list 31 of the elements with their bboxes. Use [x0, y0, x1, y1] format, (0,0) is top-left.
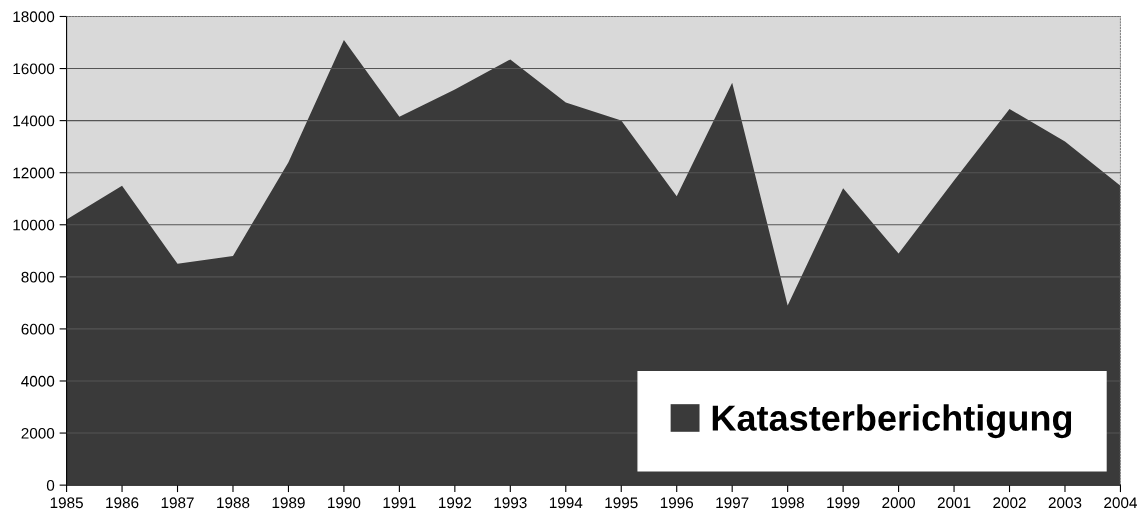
y-tick-label: 10000 — [13, 219, 55, 231]
y-tick-label: 0 — [46, 480, 55, 491]
y-tick-label: 8000 — [21, 271, 55, 283]
x-tick-label: 2003 — [1048, 497, 1082, 509]
y-tick-label: 6000 — [21, 323, 55, 335]
x-tick-label: 1995 — [605, 497, 638, 509]
y-tick-label: 14000 — [13, 115, 55, 127]
x-tick-label: 1985 — [50, 497, 83, 509]
x-tick-label: 2002 — [993, 497, 1026, 509]
x-tick-label: 1994 — [549, 497, 583, 509]
legend-label: Katasterberichtigung — [712, 404, 1072, 439]
y-tick-label: 2000 — [21, 427, 55, 439]
x-tick-label: 2004 — [1104, 497, 1137, 509]
x-tick-label: 1996 — [660, 497, 694, 509]
x-tick-label: 1989 — [272, 497, 305, 509]
x-tick-label: 1992 — [439, 497, 472, 509]
x-tick-label: 2000 — [882, 497, 915, 509]
y-tick-label: 18000 — [13, 11, 55, 23]
x-tick-label: 2001 — [937, 497, 971, 509]
x-tick-label: 1991 — [383, 497, 416, 509]
x-tick-label: 1997 — [716, 497, 749, 509]
x-tick-label: 1999 — [827, 497, 860, 509]
x-tick-label: 1987 — [161, 497, 194, 509]
y-tick-label: 4000 — [21, 375, 55, 387]
x-tick-label: 1986 — [106, 497, 139, 509]
x-tick-label: 1988 — [217, 497, 250, 509]
x-tick-label: 1998 — [771, 497, 804, 509]
y-tick-label: 16000 — [13, 63, 55, 75]
y-tick-label: 12000 — [13, 167, 55, 179]
x-tick-label: 1993 — [494, 497, 527, 509]
x-tick-label: 1990 — [328, 497, 361, 509]
